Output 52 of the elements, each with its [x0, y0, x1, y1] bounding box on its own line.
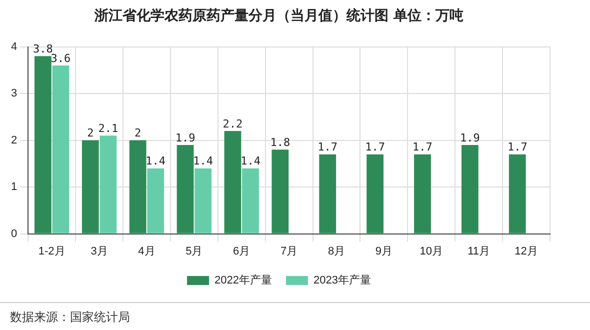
- data-label: 1.9: [175, 131, 196, 144]
- data-label: 2: [87, 126, 94, 140]
- bar: [194, 168, 212, 234]
- y-tick-label: 3: [10, 88, 18, 100]
- source-note: 数据来源：国家统计局: [10, 309, 130, 326]
- x-tick-label: 8月: [328, 245, 346, 258]
- data-label: 1.7: [318, 140, 338, 154]
- data-label: 2: [134, 126, 142, 140]
- y-tick-label: 2: [10, 134, 18, 146]
- x-tick-label: 9月: [375, 245, 393, 258]
- bar: [461, 144, 478, 234]
- data-label: 1.8: [270, 136, 290, 150]
- bar: [129, 140, 146, 234]
- bar: [414, 154, 431, 234]
- data-label: 1.4: [193, 154, 214, 168]
- x-tick-label: 12月: [514, 245, 538, 258]
- legend-label: 2022年产量: [214, 274, 272, 287]
- data-label: 1.7: [365, 140, 385, 154]
- y-tick-label: 0: [10, 228, 18, 240]
- y-tick-label: 4: [10, 40, 18, 53]
- legend-label: 2023年产量: [314, 274, 371, 287]
- data-label: 1.9: [460, 131, 480, 144]
- bar: [34, 56, 52, 234]
- bar: [508, 154, 526, 234]
- bar: [272, 150, 289, 234]
- chart-title: 浙江省化学农药原药产量分月（当月值）统计图 单位：万吨: [94, 7, 464, 24]
- x-tick-label: 10月: [420, 245, 444, 258]
- x-tick-label: 3月: [90, 245, 108, 258]
- x-tick-label: 4月: [138, 245, 156, 258]
- data-label: 3.6: [50, 52, 71, 65]
- bar: [82, 140, 99, 234]
- data-label: 1.7: [507, 140, 528, 154]
- data-label: 2.2: [222, 117, 243, 130]
- data-label: 2.1: [98, 122, 118, 135]
- bar: [52, 66, 70, 234]
- bar: [147, 168, 164, 234]
- x-tick-label: 7月: [280, 245, 298, 258]
- bar: [176, 144, 194, 234]
- data-label: 1.7: [412, 140, 432, 154]
- data-label: 3.8: [33, 42, 53, 56]
- data-label: 1.4: [240, 154, 261, 168]
- x-tick-label: 6月: [233, 245, 250, 258]
- y-tick-label: 1: [10, 181, 18, 194]
- data-label: 1.4: [146, 154, 166, 168]
- x-tick-label: 5月: [186, 245, 203, 258]
- bar: [242, 168, 259, 234]
- bar: [224, 130, 242, 234]
- x-tick-label: 11月: [468, 245, 490, 258]
- bar: [100, 136, 117, 234]
- bar: [366, 154, 384, 234]
- x-tick-label: 1-2月: [38, 245, 66, 258]
- bar: [319, 154, 336, 234]
